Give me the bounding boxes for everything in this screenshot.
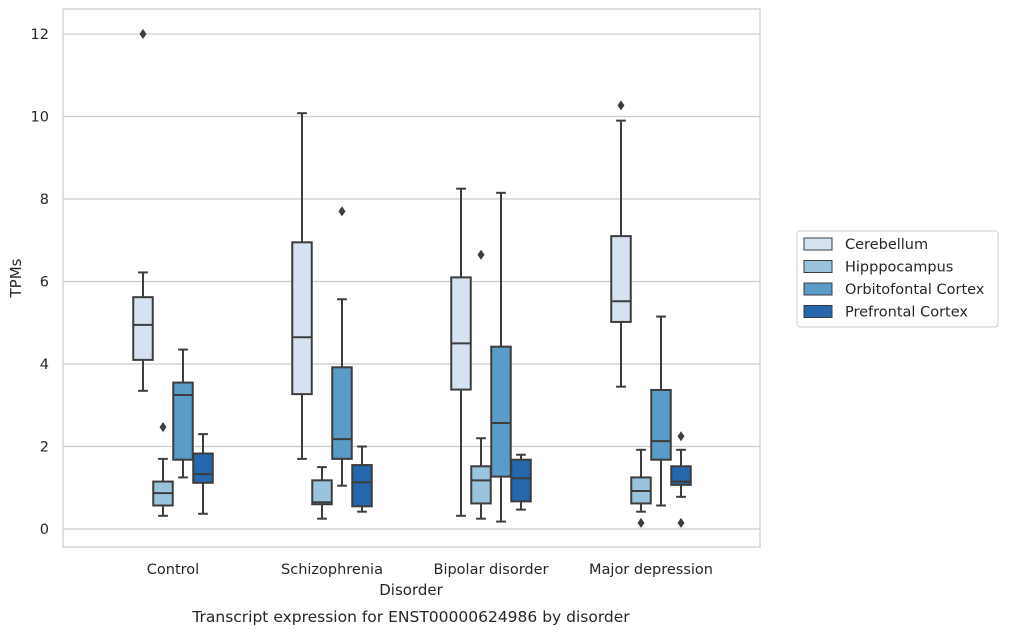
box-group [331,206,353,487]
x-tick-label: Bipolar disorder [434,562,549,578]
box-iqr [311,479,333,506]
y-tick-label: 4 [40,357,49,373]
box-group [670,431,692,528]
y-axis-label: TPMs [7,258,25,298]
outlier-marker [637,517,645,528]
box-group [152,422,174,517]
box-iqr [132,296,154,361]
x-tick-label: Control [147,562,199,578]
box-group [351,445,373,513]
y-tick-label: 0 [40,522,49,538]
x-axis-ticks: Control Schizophrenia Bipolar disorder Majo… [147,562,713,578]
outlier-marker [677,431,685,442]
legend-swatch [803,282,833,296]
box-group [311,466,333,520]
y-tick-label: 10 [31,110,49,126]
outlier-marker [139,29,147,39]
box-group [610,100,632,388]
legend-label: Prefrontal Cortex [845,305,968,321]
box-group [192,433,214,515]
outlier-marker [477,249,485,260]
box-iqr [490,345,512,478]
box-iqr [650,388,672,461]
box-iqr [670,465,692,486]
chart-title: Transcript expression for ENST0000062498… [191,608,630,626]
box-group [132,29,154,392]
box-iqr [610,235,632,323]
box-iqr [510,458,532,503]
legend-swatch [803,305,833,318]
box-group [172,348,194,479]
outlier-marker [159,422,167,433]
legend-label: Cerebellum [845,237,928,253]
box-iqr [331,366,353,460]
box-iqr [291,241,313,396]
box-group [650,315,672,507]
x-tick-label: Schizophrenia [281,562,383,578]
box-group [490,191,512,523]
outlier-marker [677,517,685,528]
plot-area-frame [62,8,761,548]
legend-label: Orbitofontal Cortex [845,282,985,298]
legend-label: Hipppocampus [845,260,953,276]
legend-swatch [803,237,833,251]
legend: Cerebellum Hipppocampus Orbitofontal Corte… [796,230,999,328]
box-iqr [470,465,492,505]
box-iqr [450,276,472,391]
box-iqr [351,464,373,508]
y-axis-ticks: 0 2 4 6 8 10 12 [31,27,49,538]
x-tick-label: Major depression [589,562,713,578]
outlier-marker [338,206,346,217]
y-tick-label: 12 [31,27,49,43]
box-group [630,448,652,528]
box-group [450,187,472,517]
y-tick-label: 8 [40,192,49,208]
box-group [510,453,532,511]
box-series [132,29,692,528]
box-group [470,249,492,520]
legend-swatch [803,260,833,273]
outlier-marker [617,100,625,111]
box-iqr [192,452,214,484]
y-tick-label: 2 [40,440,49,456]
box-iqr [172,381,194,461]
legend-frame [796,230,999,328]
box-group [291,112,313,460]
x-axis-label: Disorder [379,581,443,599]
y-tick-label: 6 [40,275,49,291]
